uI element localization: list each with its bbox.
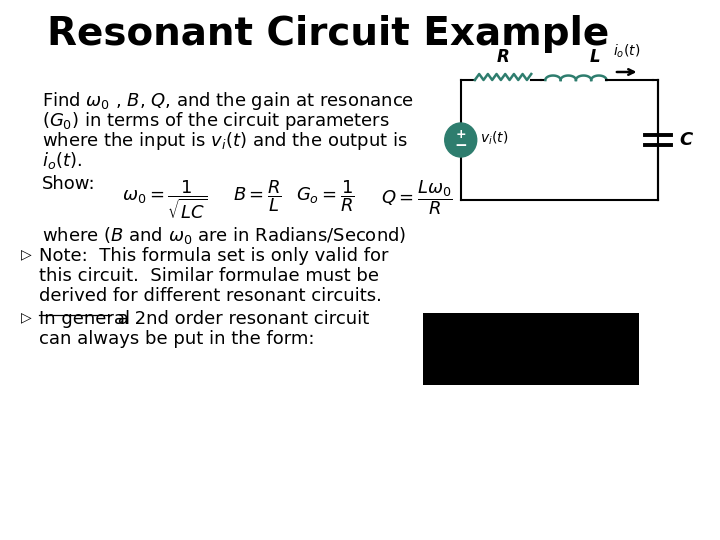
Text: where the input is $v_i(t)$ and the output is: where the input is $v_i(t)$ and the outp… [42,130,408,152]
Text: Resonant Circuit Example: Resonant Circuit Example [47,15,609,53]
Text: $G_o = \dfrac{1}{R}$: $G_o = \dfrac{1}{R}$ [296,178,355,214]
Text: ▷: ▷ [21,247,31,261]
Text: $B = \dfrac{R}{L}$: $B = \dfrac{R}{L}$ [233,178,282,214]
Text: C: C [679,131,692,149]
Text: can always be put in the form:: can always be put in the form: [40,330,315,348]
Bar [423,313,639,385]
Text: derived for different resonant circuits.: derived for different resonant circuits. [40,287,382,305]
Text: $i_o(t)$.: $i_o(t)$. [42,150,82,171]
Text: Note:  This formula set is only valid for: Note: This formula set is only valid for [40,247,389,265]
Text: In general: In general [40,310,130,328]
Text: a 2nd order resonant circuit: a 2nd order resonant circuit [112,310,369,328]
Text: $Q = \dfrac{L\omega_0}{R}$: $Q = \dfrac{L\omega_0}{R}$ [381,178,453,217]
Circle shape [445,123,477,157]
Text: this circuit.  Similar formulae must be: this circuit. Similar formulae must be [40,267,379,285]
Text: +: + [456,127,466,140]
Text: where ($B$ and $\omega_0$ are in Radians/Second): where ($B$ and $\omega_0$ are in Radians… [42,225,407,246]
Text: $v_i(t)$: $v_i(t)$ [480,129,509,147]
Text: Show:: Show: [42,175,96,193]
Text: −: − [454,138,467,153]
Text: ▷: ▷ [21,310,31,324]
Text: $\omega_0 = \dfrac{1}{\sqrt{LC}}$: $\omega_0 = \dfrac{1}{\sqrt{LC}}$ [122,178,207,221]
Text: L: L [590,48,600,66]
Text: Find $\omega_0$ , $B$, $Q$, and the gain at resonance: Find $\omega_0$ , $B$, $Q$, and the gain… [42,90,414,112]
Text: $i_o(t)$: $i_o(t)$ [613,43,640,60]
Text: ($G_0$) in terms of the circuit parameters: ($G_0$) in terms of the circuit paramete… [42,110,390,132]
Text: R: R [497,48,510,66]
